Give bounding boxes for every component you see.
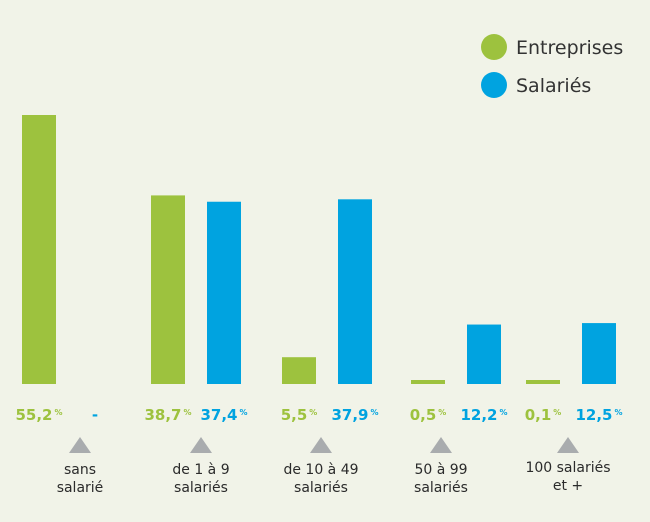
- legend-label-salaries: Salariés: [516, 75, 591, 97]
- category-label-sans-salari--line-2: salarié: [57, 480, 104, 496]
- bar-entreprises-5: [526, 380, 560, 384]
- bars: [22, 115, 616, 384]
- bar-salaris-2: [207, 201, 241, 384]
- category-marker-5: [557, 437, 579, 453]
- percent-sign: %: [500, 408, 508, 417]
- category-marker-3: [310, 437, 332, 453]
- category-label-100-salari-s-et--line-2: et +: [553, 478, 583, 494]
- value-label-salaris-2: 37,4%: [200, 406, 247, 424]
- value-label-entreprises-3: 5,5%: [281, 406, 318, 424]
- category-label-de-10-49-salari-s-line-1: de 10 à 49: [283, 462, 358, 478]
- bar-salaris-3: [338, 199, 372, 384]
- category-label-100-salari-s-et--line-1: 100 salariés: [525, 460, 610, 476]
- category-label-de-10-49-salari-s-line-2: salariés: [294, 480, 348, 496]
- category-label-de-1-9-salari-s-line-1: de 1 à 9: [172, 462, 229, 478]
- value-label-salaris-5: 12,5%: [575, 406, 622, 424]
- percent-sign: %: [553, 408, 561, 417]
- percent-sign: %: [615, 408, 623, 417]
- category-marker-1: [69, 437, 91, 453]
- value-label-entreprises-5: 0,1%: [525, 406, 562, 424]
- category-label-50-99-salari-s-line-2: salariés: [414, 480, 468, 496]
- category-labels: sans salarié de 1 à 9 salariés de 10 à 49 sal…: [57, 460, 611, 496]
- percent-sign: %: [371, 408, 379, 417]
- value-label-salaris-1: -: [92, 406, 98, 424]
- category-marker-4: [430, 437, 452, 453]
- category-label-de-1-9-salari-s-line-2: salariés: [174, 480, 228, 496]
- legend-label-entreprises: Entreprises: [516, 37, 623, 59]
- bar-salaris-5: [582, 323, 616, 384]
- value-label-entreprises-2: 38,7%: [144, 406, 191, 424]
- bar-entreprises-1: [22, 115, 56, 384]
- percent-sign: %: [184, 408, 192, 417]
- category-markers: [69, 437, 579, 453]
- bar-entreprises-4: [411, 380, 445, 384]
- category-marker-2: [190, 437, 212, 453]
- percent-sign: %: [438, 408, 446, 417]
- category-label-sans-salari--line-1: sans: [64, 462, 96, 478]
- legend: Entreprises Salariés: [481, 34, 623, 98]
- percent-sign: %: [240, 408, 248, 417]
- value-labels: 55,2% - 38,7% 37,4% 5,5% 37,9% 0,5% 12,2% 0,1% 12…: [15, 406, 622, 424]
- bar-salaris-4: [467, 324, 501, 384]
- legend-swatch-entreprises: [481, 34, 507, 60]
- value-label-entreprises-4: 0,5%: [410, 406, 447, 424]
- bar-entreprises-2: [151, 195, 185, 384]
- legend-swatch-salaries: [481, 72, 507, 98]
- value-label-salaris-3: 37,9%: [331, 406, 378, 424]
- percent-sign: %: [55, 408, 63, 417]
- category-label-50-99-salari-s-line-1: 50 à 99: [414, 462, 467, 478]
- value-label-entreprises-1: 55,2%: [15, 406, 62, 424]
- percent-sign: %: [309, 408, 317, 417]
- bar-entreprises-3: [282, 357, 316, 384]
- value-label-salaris-4: 12,2%: [460, 406, 507, 424]
